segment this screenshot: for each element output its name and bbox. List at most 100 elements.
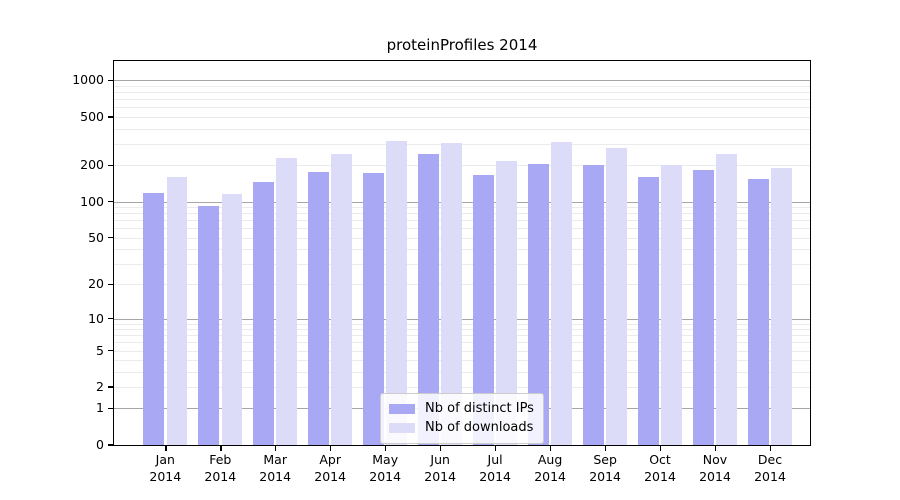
x-axis-tick-oct bbox=[660, 446, 662, 451]
gridline-y-800 bbox=[114, 92, 810, 94]
legend-label-downloads: Nb of downloads bbox=[425, 420, 534, 435]
chart-title: proteinProfiles 2014 bbox=[386, 36, 538, 54]
x-axis-label-may: May 2014 bbox=[357, 452, 413, 485]
bar-distinct-ips-jan bbox=[143, 192, 165, 445]
plot-area: Nb of distinct IPs Nb of downloads 0 1 2 5 1… bbox=[72, 60, 811, 484]
gridline-y-400 bbox=[114, 128, 810, 130]
x-label-month: May bbox=[372, 452, 399, 467]
x-axis-label-nov: Nov 2014 bbox=[687, 452, 743, 485]
y-axis-tick-10 bbox=[108, 317, 113, 320]
y-axis-label-1: 1 bbox=[96, 400, 104, 416]
x-axis-label-jan: Jan 2014 bbox=[137, 452, 193, 485]
y-axis-tick-5 bbox=[108, 349, 113, 352]
y-axis-tick-50 bbox=[108, 236, 113, 239]
bar-downloads-sep bbox=[606, 147, 627, 445]
legend-item-distinct-ips: Nb of distinct IPs bbox=[389, 399, 535, 418]
x-axis-label-aug: Aug 2014 bbox=[522, 452, 578, 485]
x-label-year: 2014 bbox=[314, 468, 347, 484]
x-label-year: 2014 bbox=[259, 468, 292, 484]
x-axis-label-feb: Feb 2014 bbox=[192, 452, 248, 485]
legend: Nb of distinct IPs Nb of downloads bbox=[380, 393, 544, 444]
gridline-y-500 bbox=[114, 117, 810, 118]
x-axis-tick-dec bbox=[770, 446, 772, 451]
legend-label-distinct-ips: Nb of distinct IPs bbox=[425, 401, 534, 416]
gridline-y-900 bbox=[114, 86, 810, 87]
bar-downloads-apr bbox=[331, 154, 353, 445]
y-axis-label-5: 5 bbox=[96, 342, 104, 358]
bar-downloads-jul bbox=[496, 161, 517, 445]
x-label-year: 2014 bbox=[149, 468, 182, 484]
x-label-year: 2014 bbox=[204, 468, 237, 484]
x-label-month: Nov bbox=[702, 452, 728, 467]
bar-distinct-ips-feb bbox=[198, 205, 220, 445]
bar-distinct-ips-sep bbox=[583, 164, 604, 445]
x-axis-tick-nov bbox=[715, 446, 717, 451]
x-axis-tick-jan bbox=[165, 446, 167, 451]
y-axis-label-1000: 1000 bbox=[72, 72, 104, 88]
bar-distinct-ips-nov bbox=[693, 169, 714, 445]
bar-downloads-jun bbox=[441, 143, 463, 445]
x-label-month: Mar bbox=[263, 452, 287, 467]
y-axis-tick-0 bbox=[108, 444, 113, 446]
x-axis-label-jul: Jul 2014 bbox=[467, 452, 523, 485]
x-label-month: Jan bbox=[155, 452, 175, 467]
x-label-month: Dec bbox=[757, 452, 783, 467]
y-axis-tick-1 bbox=[108, 407, 113, 410]
bar-distinct-ips-may bbox=[363, 172, 384, 445]
bar-downloads-dec bbox=[771, 167, 792, 445]
bar-downloads-may bbox=[386, 141, 408, 445]
bar-downloads-oct bbox=[661, 165, 682, 445]
bar-distinct-ips-mar bbox=[253, 182, 274, 445]
x-axis-tick-mar bbox=[275, 446, 277, 451]
x-axis-tick-aug bbox=[550, 446, 552, 451]
bar-downloads-aug bbox=[551, 142, 572, 445]
y-axis-label-20: 20 bbox=[88, 276, 104, 292]
x-axis-label-sep: Sep 2014 bbox=[577, 452, 633, 485]
x-label-year: 2014 bbox=[699, 468, 731, 484]
y-axis-tick-100 bbox=[108, 200, 113, 203]
x-label-year: 2014 bbox=[644, 468, 676, 484]
x-axis-label-mar: Mar 2014 bbox=[247, 452, 303, 485]
bar-distinct-ips-jul bbox=[473, 174, 494, 445]
x-axis-tick-may bbox=[385, 446, 387, 451]
bar-distinct-ips-oct bbox=[638, 176, 659, 445]
x-label-month: Jun bbox=[430, 452, 450, 467]
x-axis-label-oct: Oct 2014 bbox=[632, 452, 688, 485]
y-axis-label-10: 10 bbox=[88, 310, 104, 326]
gridline-y-700 bbox=[114, 99, 810, 101]
x-axis-label-apr: Apr 2014 bbox=[302, 452, 358, 485]
x-label-year: 2014 bbox=[754, 468, 786, 484]
y-axis-tick-2 bbox=[108, 386, 113, 388]
bar-distinct-ips-jun bbox=[418, 154, 439, 445]
y-axis-label-500: 500 bbox=[80, 109, 104, 124]
x-label-year: 2014 bbox=[534, 468, 566, 484]
x-axis-label-jun: Jun 2014 bbox=[412, 452, 468, 485]
x-label-month: Feb bbox=[209, 452, 232, 467]
bar-distinct-ips-aug bbox=[528, 163, 549, 445]
x-axis-tick-sep bbox=[605, 446, 607, 451]
x-axis-tick-feb bbox=[220, 446, 222, 451]
y-axis-tick-200 bbox=[108, 164, 113, 166]
bar-distinct-ips-dec bbox=[748, 178, 769, 445]
y-axis-label-200: 200 bbox=[80, 157, 104, 173]
y-axis-tick-500 bbox=[108, 116, 113, 118]
x-label-year: 2014 bbox=[424, 468, 457, 484]
bar-downloads-mar bbox=[276, 158, 298, 445]
x-label-month: Jul bbox=[487, 452, 503, 467]
y-axis-label-50: 50 bbox=[88, 229, 104, 245]
x-label-year: 2014 bbox=[369, 468, 402, 484]
legend-item-downloads: Nb of downloads bbox=[389, 418, 535, 437]
x-label-month: Aug bbox=[537, 452, 563, 467]
y-axis-tick-20 bbox=[108, 283, 113, 286]
x-axis-tick-jul bbox=[495, 446, 497, 451]
bar-distinct-ips-apr bbox=[308, 171, 329, 445]
y-axis-label-100: 100 bbox=[80, 193, 104, 209]
x-axis-tick-jun bbox=[440, 446, 442, 451]
y-axis-label-2: 2 bbox=[96, 379, 104, 394]
x-axis-tick-apr bbox=[330, 446, 332, 451]
x-label-year: 2014 bbox=[479, 468, 511, 484]
x-label-month: Sep bbox=[593, 452, 617, 467]
gridline-y-600 bbox=[114, 107, 810, 109]
x-label-month: Apr bbox=[319, 452, 341, 467]
